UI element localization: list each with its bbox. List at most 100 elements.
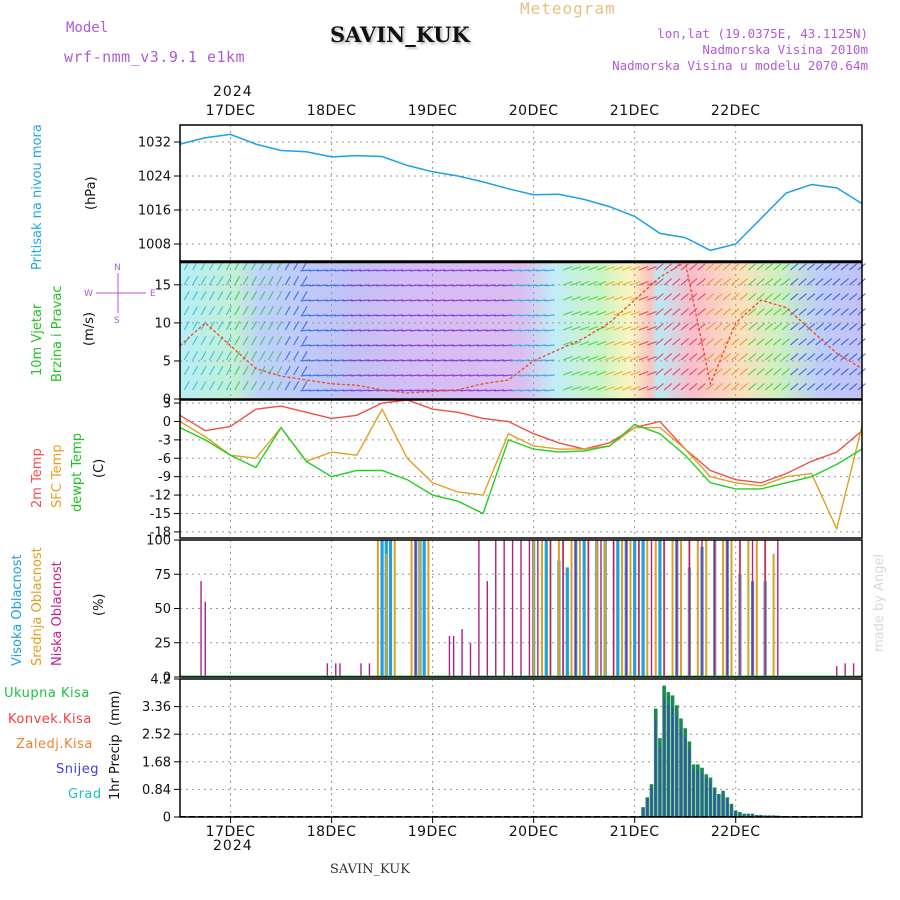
wind-arrow (647, 356, 657, 361)
wind-arrow (384, 329, 395, 332)
wind-arrow (527, 389, 538, 392)
wind-arrow (680, 368, 690, 376)
wind-arrow (342, 374, 353, 377)
wind-arrow (579, 326, 590, 331)
wind-arrow (781, 353, 791, 361)
wind-arrow (225, 366, 232, 376)
wind-arrow (815, 353, 824, 361)
wind-arrow (317, 269, 328, 272)
cloud-bar (486, 581, 489, 677)
wind-arrow (359, 299, 370, 302)
wind-arrow (308, 329, 319, 332)
wind-arrow (300, 314, 311, 317)
wind-arrow (284, 366, 291, 376)
wind-arrow (367, 374, 378, 377)
cloud-bar (448, 635, 451, 677)
snow-bar (718, 796, 720, 817)
wind-arrow (680, 338, 690, 346)
wind-arrow (798, 353, 807, 361)
wind-arrow (192, 306, 199, 316)
wind-arrow (571, 341, 582, 346)
cloud-bar (844, 663, 846, 677)
wind-arrow (259, 291, 266, 301)
y-tick-label-precip: 3.36 (142, 700, 171, 715)
wind-arrow (192, 351, 199, 361)
wind-arrow (798, 338, 807, 346)
y-tick-label-temp: -12 (150, 489, 171, 504)
cloud-bar (582, 540, 586, 677)
wind-arrow (308, 284, 319, 287)
cloud-bar (701, 540, 703, 677)
wind-arrow (308, 344, 319, 347)
wind-arrow (621, 386, 632, 391)
cloud-bar (777, 540, 779, 677)
wind-arrow (781, 323, 791, 331)
wind-arrow (384, 299, 395, 302)
wind-arrow (284, 291, 291, 301)
wind-arrow (452, 299, 463, 302)
wind-arrow (680, 353, 690, 361)
wind-arrow (536, 299, 547, 302)
cloud-bar (772, 553, 775, 677)
wind-arrow (401, 284, 412, 287)
wind-arrow (494, 329, 505, 332)
x-tick-label-bottom: 21DEC (610, 824, 660, 840)
wind-arrow (200, 351, 207, 361)
y-tick-label-cloud: 0 (163, 671, 171, 686)
wind-arrow (722, 278, 732, 286)
snow-bar (751, 814, 754, 817)
wind-arrow (519, 344, 530, 347)
wind-arrow (200, 381, 207, 391)
wind-arrow (764, 323, 774, 331)
y-tick-label-temp: -15 (150, 507, 171, 522)
snow-bar (735, 811, 737, 817)
wind-arrow (655, 263, 664, 271)
y-tick-label-precip: 0.84 (142, 783, 171, 798)
wind-arrow (840, 323, 849, 331)
wind-arrow (806, 293, 816, 301)
wind-arrow (293, 276, 300, 286)
wind-arrow (325, 329, 336, 332)
cloud-bar (722, 540, 725, 677)
wind-arrow (284, 351, 291, 361)
wind-arrow (798, 278, 807, 286)
wind-arrow (848, 323, 858, 331)
wind-arrow (731, 383, 740, 391)
wind-arrow (680, 293, 690, 301)
cloud-bar (646, 540, 649, 677)
wind-arrow (714, 368, 723, 376)
wind-arrow (267, 306, 274, 316)
station-title: SAVIN_KUK (330, 22, 470, 47)
snow-bar (688, 748, 690, 817)
wind-arrow (494, 359, 505, 362)
y-tick-label-cloud: 50 (154, 602, 171, 617)
wind-arrow (300, 359, 311, 362)
wind-arrow (781, 368, 791, 376)
wind-arrow (393, 314, 404, 317)
wind-arrow (840, 293, 849, 301)
cloud-bar (388, 540, 393, 677)
wind-arrow (192, 336, 199, 346)
wind-arrow (747, 308, 757, 316)
wind-arrow (596, 296, 607, 301)
wind-arrow (689, 368, 698, 376)
cloud-bar (570, 540, 573, 677)
wind-arrow (823, 293, 833, 301)
wind-arrow (519, 359, 530, 362)
wind-arrow (764, 308, 774, 316)
wind-arrow (798, 368, 807, 376)
wind-arrow (731, 293, 740, 301)
wind-arrow (234, 336, 241, 346)
wind-arrow (485, 314, 496, 317)
wind-arrow (680, 383, 690, 391)
wind-arrow (367, 284, 378, 287)
cloud-bar (836, 666, 838, 677)
wind-arrow (731, 338, 740, 346)
wind-arrow (452, 314, 463, 317)
wind-arrow (527, 284, 538, 287)
model-elevation-label: Nadmorska Visina u modelu 2070.64m (612, 58, 868, 73)
wind-arrow (301, 351, 308, 361)
wind-arrow (426, 374, 437, 377)
wind-arrow (351, 359, 362, 362)
wind-arrow (562, 341, 573, 346)
